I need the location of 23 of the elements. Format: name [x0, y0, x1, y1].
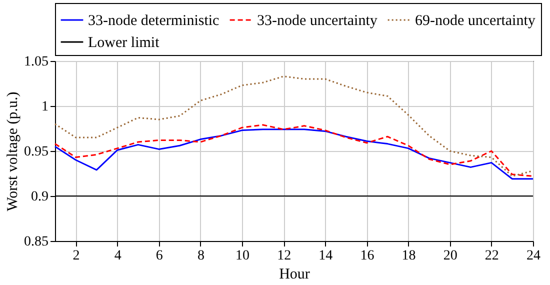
- x-tick-label: 4: [114, 248, 122, 264]
- x-tick-label: 12: [277, 248, 292, 264]
- y-tick-label: 0.95: [24, 144, 48, 160]
- legend-label: Lower limit: [88, 35, 160, 51]
- x-tick-label: 24: [526, 248, 540, 264]
- x-tick-label: 22: [484, 248, 499, 264]
- x-tick-label: 2: [72, 248, 80, 264]
- x-axis-title: Hour: [279, 266, 310, 282]
- x-tick-label: 16: [360, 248, 374, 264]
- x-tick-label: 8: [197, 248, 204, 264]
- x-tick-label: 10: [236, 248, 250, 264]
- y-tick-label: 0.85: [24, 234, 48, 250]
- y-tick-label: 1: [42, 100, 48, 114]
- legend-label: 33-node deterministic: [88, 13, 220, 29]
- legend-label: 33-node uncertainty: [257, 13, 378, 29]
- x-tick-label: 6: [156, 248, 163, 264]
- x-tick-label: 14: [318, 248, 333, 264]
- legend-label: 69-node uncertainty: [415, 13, 536, 29]
- y-axis-title: Worst voltage (p.u.): [5, 92, 21, 212]
- y-tick-label: 1.05: [24, 54, 48, 70]
- x-tick-label: 18: [402, 248, 416, 264]
- x-tick-label: 20: [443, 248, 458, 264]
- y-tick-label: 0.9: [31, 190, 48, 204]
